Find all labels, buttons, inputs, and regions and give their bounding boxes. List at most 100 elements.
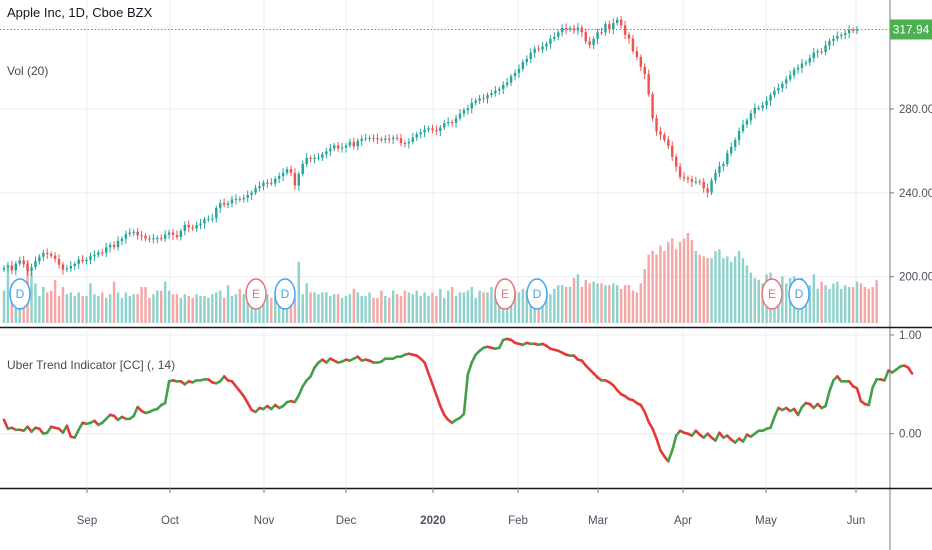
candle-body-128	[505, 82, 509, 85]
osc-segment-170	[667, 449, 674, 463]
candle-body-47	[187, 224, 190, 228]
candle-body-154	[608, 24, 611, 30]
candle-body-79	[313, 158, 316, 160]
volume-bar-89	[352, 288, 356, 323]
candle-body-66	[262, 182, 265, 187]
event-marker-2	[274, 278, 296, 310]
osc-segment-127	[497, 338, 505, 350]
candle-body-105	[415, 134, 418, 138]
volume-bar-37	[148, 297, 151, 323]
candle-body-84	[332, 145, 336, 149]
osc-segment-119	[466, 361, 474, 376]
volume-bar-11	[46, 292, 49, 323]
candle-body-89	[352, 142, 356, 147]
volume-bar-47	[187, 296, 190, 323]
candle-body-65	[258, 186, 261, 189]
volume-bar-185	[729, 261, 733, 323]
candle-body-34	[136, 231, 139, 236]
volume-bar-176	[694, 251, 698, 323]
candle-body-73	[289, 169, 293, 173]
candle-body-204	[804, 62, 808, 64]
volume-bar-7	[30, 272, 33, 323]
candle-body-186	[733, 140, 737, 147]
candle-body-11	[46, 253, 49, 255]
volume-bar-210	[828, 288, 831, 323]
candle-body-177	[698, 181, 701, 183]
candle-body-126	[498, 89, 501, 91]
candle-body-55	[218, 203, 222, 208]
candle-body-107	[423, 129, 426, 133]
candle-body-132	[521, 62, 525, 69]
volume-bar-208	[820, 281, 823, 323]
candle-body-119	[470, 102, 473, 109]
osc-segment-34	[132, 405, 139, 418]
candle-body-208	[820, 51, 823, 53]
volume-bar-148	[584, 279, 587, 323]
candle-body-174	[686, 177, 690, 180]
volume-bar-88	[348, 294, 352, 323]
volume-bar-28	[112, 281, 116, 323]
volume-bar-25	[101, 292, 104, 323]
candle-body-116	[458, 113, 462, 119]
candle-body-163	[643, 66, 646, 75]
candle-body-114	[450, 121, 454, 123]
candle-body-41	[163, 234, 167, 239]
volume-bar-29	[116, 292, 120, 323]
candle-body-205	[808, 58, 812, 63]
candle-body-72	[285, 169, 289, 173]
osc-segment-197	[773, 406, 780, 419]
candle-body-36	[144, 235, 147, 239]
osc-segment-110	[431, 383, 438, 397]
volume-bar-30	[120, 297, 124, 323]
volume-bar-156	[615, 285, 619, 323]
volume-bar-166	[655, 254, 658, 323]
candle-body-178	[702, 181, 705, 189]
volume-bar-211	[832, 283, 835, 323]
x-tick-label-6: Mar	[588, 515, 608, 527]
candle-body-184	[726, 153, 729, 165]
volume-bar-90	[356, 292, 359, 323]
volume-bar-68	[270, 297, 273, 323]
volume-bar-103	[407, 292, 411, 323]
candle-body-215	[847, 29, 851, 34]
volume-bar-158	[623, 285, 627, 323]
candle-body-102	[403, 142, 407, 144]
candle-body-109	[431, 128, 434, 130]
volume-bar-164	[647, 254, 650, 323]
candle-body-190	[749, 113, 753, 121]
volume-bar-16	[65, 294, 69, 323]
volume-bar-151	[596, 283, 599, 323]
candle-body-209	[824, 45, 827, 52]
candle-body-69	[274, 178, 277, 184]
candle-body-164	[647, 74, 650, 95]
candle-body-122	[482, 98, 485, 100]
volume-bar-76	[301, 294, 304, 323]
volume-bar-171	[674, 249, 678, 323]
volume-bar-63	[250, 297, 253, 323]
volume-bar-206	[812, 274, 815, 323]
candle-body-24	[97, 252, 100, 255]
volume-bar-9	[38, 296, 41, 323]
candle-body-63	[250, 192, 253, 195]
osc-segment-108	[423, 361, 430, 375]
candle-body-214	[843, 33, 847, 36]
candle-body-97	[384, 138, 387, 140]
volume-bar-124	[490, 287, 493, 323]
candle-body-110	[435, 129, 438, 132]
volume-bar-108	[427, 296, 430, 323]
candle-body-217	[855, 29, 859, 31]
candle-body-95	[376, 138, 379, 140]
volume-bar-130	[513, 290, 517, 323]
osc-segment-75	[293, 393, 301, 404]
candle-body-156	[615, 19, 619, 24]
event-letter-0: D	[16, 287, 25, 301]
volume-bar-12	[49, 290, 53, 323]
osc-segment-164	[643, 410, 650, 424]
volume-bar-58	[230, 296, 234, 323]
volume-bar-31	[124, 292, 128, 323]
candle-body-159	[627, 34, 631, 39]
volume-bar-150	[592, 281, 595, 323]
candle-body-20	[81, 259, 84, 262]
volume-bar-155	[612, 283, 615, 323]
osc-segment-203	[796, 405, 804, 417]
